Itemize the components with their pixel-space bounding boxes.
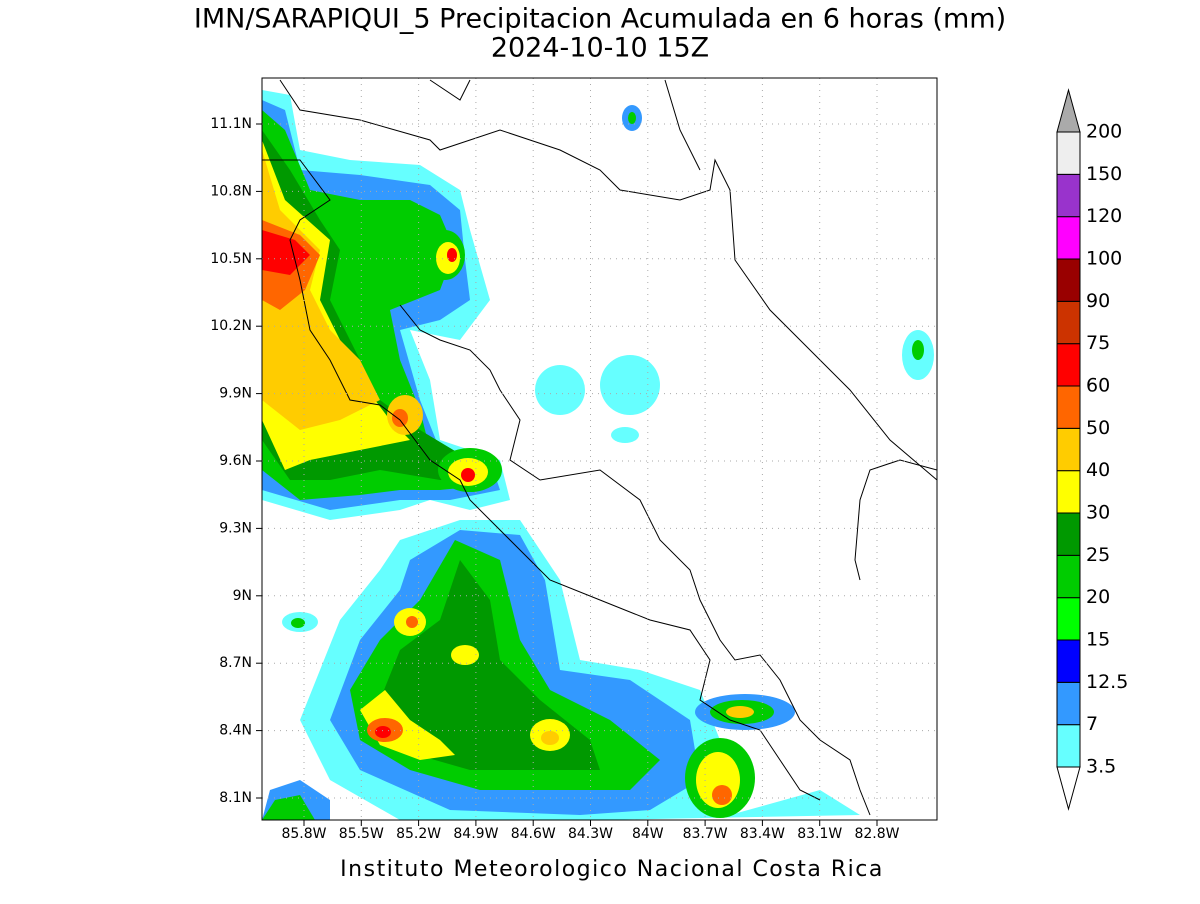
colorbar-label: 90: [1086, 290, 1110, 312]
lon-label: 82.8W: [854, 826, 899, 842]
lon-label: 83.4W: [740, 826, 785, 842]
colorbar-label: 75: [1086, 332, 1110, 354]
colorbar-box: [1056, 724, 1081, 768]
colorbar-box: [1056, 300, 1081, 345]
lat-label: 10.2N: [210, 318, 252, 334]
colorbar: 3.5 7 12.5 15 20 25 30 40 50 60 75 90 100 120 150 200: [1056, 88, 1128, 811]
lat-label: 8.4N: [219, 723, 252, 739]
lon-label: 84W: [632, 826, 664, 842]
lat-label: 10.8N: [210, 183, 252, 199]
colorbar-box: [1056, 385, 1081, 429]
colorbar-under-arrow: [1056, 766, 1081, 811]
subtitle: 2024-10-10 15Z: [491, 33, 709, 64]
colorbar-label: 25: [1086, 544, 1110, 566]
colorbar-label: 40: [1086, 459, 1110, 481]
title: IMN/SARAPIQUI_5 Precipitacion Acumulada …: [194, 4, 1006, 35]
colorbar-box: [1056, 258, 1081, 302]
lon-label: 85.8W: [281, 826, 326, 842]
colorbar-box: [1056, 131, 1081, 175]
map: [262, 78, 937, 820]
colorbar-box: [1056, 597, 1081, 641]
lon-label: 84.9W: [453, 826, 498, 842]
colorbar-box: [1056, 512, 1081, 556]
lat-label: 9.3N: [219, 520, 252, 536]
map-frame: [261, 77, 938, 821]
colorbar-label: 50: [1086, 417, 1110, 439]
lon-label: 85.5W: [339, 826, 384, 842]
colorbar-over-arrow: [1056, 88, 1081, 133]
colorbar-label: 20: [1086, 586, 1110, 608]
colorbar-box: [1056, 681, 1081, 726]
colorbar-box: [1056, 639, 1081, 683]
lat-label: 9.9N: [219, 386, 252, 402]
colorbar-box: [1056, 427, 1081, 472]
colorbar-label: 150: [1086, 163, 1122, 185]
colorbar-box: [1056, 173, 1081, 218]
lat-label: 8.7N: [219, 655, 252, 671]
lon-label: 83.7W: [683, 826, 728, 842]
lat-label: 10.5N: [210, 251, 252, 267]
lon-label: 83.1W: [797, 826, 842, 842]
lat-label: 11.1N: [210, 116, 252, 132]
grid: [262, 78, 937, 820]
colorbar-label: 200: [1086, 121, 1122, 143]
lon-label: 85.2W: [396, 826, 441, 842]
colorbar-label: 15: [1086, 629, 1110, 651]
footer: Instituto Meteorologico Nacional Costa R…: [340, 857, 884, 882]
colorbar-label: 3.5: [1086, 756, 1116, 778]
lat-label: 9.6N: [219, 453, 252, 469]
lon-label: 84.6W: [511, 826, 556, 842]
colorbar-box: [1056, 470, 1081, 514]
colorbar-label: 7: [1086, 713, 1098, 735]
colorbar-label: 120: [1086, 205, 1122, 227]
colorbar-box: [1056, 343, 1081, 387]
colorbar-box: [1056, 554, 1081, 599]
colorbar-label: 60: [1086, 375, 1110, 397]
coastline: [262, 79, 937, 816]
colorbar-label: 30: [1086, 502, 1110, 524]
lat-label: 9N: [233, 588, 252, 604]
colorbar-label: 12.5: [1086, 671, 1128, 693]
lat-label: 8.1N: [219, 790, 252, 806]
lon-label: 84.3W: [568, 826, 613, 842]
colorbar-label: 100: [1086, 248, 1122, 270]
colorbar-box: [1056, 216, 1081, 260]
